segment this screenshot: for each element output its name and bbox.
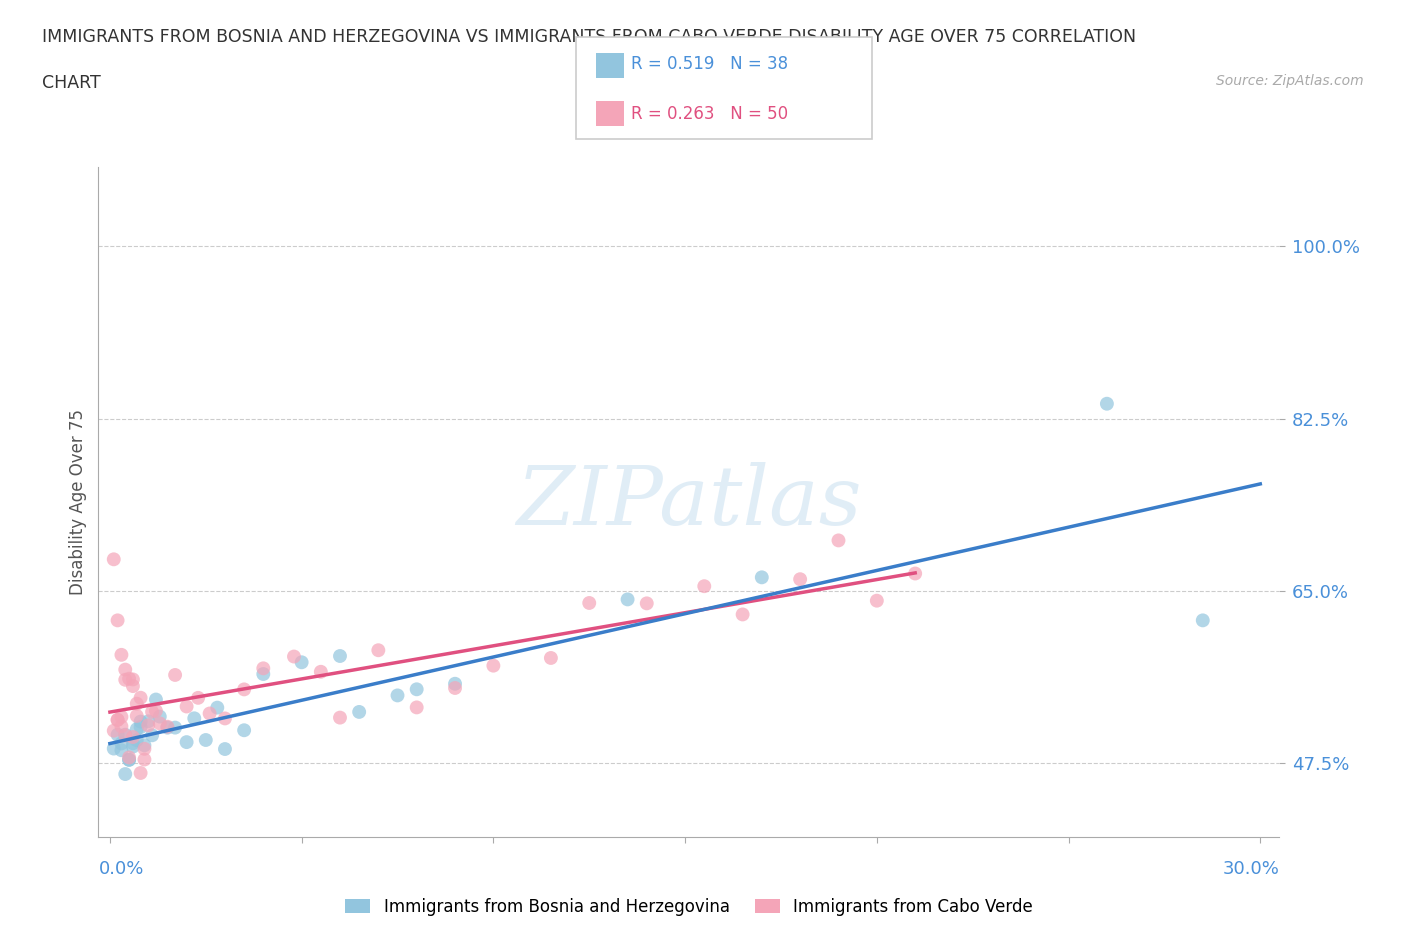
Text: Source: ZipAtlas.com: Source: ZipAtlas.com	[1216, 74, 1364, 88]
Point	[405, 700, 427, 715]
Point	[145, 703, 167, 718]
Point	[1095, 396, 1118, 411]
Text: R = 0.519   N = 38: R = 0.519 N = 38	[631, 55, 789, 73]
Point	[103, 724, 125, 738]
Text: 0.0%: 0.0%	[98, 860, 143, 878]
Point	[114, 672, 136, 687]
Point	[122, 672, 145, 687]
Point	[194, 733, 217, 748]
Point	[103, 741, 125, 756]
Point	[482, 658, 505, 673]
Point	[129, 714, 152, 729]
Point	[405, 682, 427, 697]
Point	[866, 593, 889, 608]
Point	[141, 728, 163, 743]
Point	[114, 766, 136, 781]
Point	[114, 727, 136, 742]
Point	[134, 741, 156, 756]
Point	[187, 690, 209, 705]
Point	[134, 752, 156, 767]
Point	[129, 765, 152, 780]
Point	[616, 592, 638, 607]
Point	[125, 709, 148, 724]
Point	[125, 722, 148, 737]
Legend: Immigrants from Bosnia and Herzegovina, Immigrants from Cabo Verde: Immigrants from Bosnia and Herzegovina, …	[346, 897, 1032, 916]
Text: ZIPatlas: ZIPatlas	[516, 462, 862, 542]
Point	[110, 736, 132, 751]
Point	[129, 720, 152, 735]
Point	[309, 664, 332, 679]
Point	[107, 613, 129, 628]
Text: IMMIGRANTS FROM BOSNIA AND HERZEGOVINA VS IMMIGRANTS FROM CABO VERDE DISABILITY : IMMIGRANTS FROM BOSNIA AND HERZEGOVINA V…	[42, 28, 1136, 46]
Point	[107, 727, 129, 742]
Point	[125, 733, 148, 748]
Point	[367, 643, 389, 658]
Point	[387, 688, 409, 703]
Point	[904, 566, 927, 581]
Point	[751, 570, 773, 585]
Point	[129, 690, 152, 705]
Point	[165, 720, 187, 735]
Point	[444, 676, 467, 691]
Point	[636, 596, 658, 611]
Point	[136, 718, 159, 733]
Point	[540, 650, 562, 665]
Point	[122, 739, 145, 754]
Text: R = 0.263   N = 50: R = 0.263 N = 50	[631, 105, 789, 124]
Point	[114, 728, 136, 743]
Point	[118, 752, 141, 767]
Point	[118, 752, 141, 767]
Point	[107, 712, 129, 727]
Point	[110, 647, 132, 662]
Point	[693, 578, 716, 593]
Point	[145, 692, 167, 707]
Point	[118, 750, 141, 764]
Point	[125, 697, 148, 711]
Point	[110, 710, 132, 724]
Point	[329, 711, 352, 725]
Point	[122, 679, 145, 694]
Point	[444, 681, 467, 696]
Point	[176, 735, 198, 750]
Point	[149, 710, 172, 724]
Point	[149, 716, 172, 731]
Point	[103, 551, 125, 566]
Point	[122, 729, 145, 744]
Point	[110, 719, 132, 734]
Point	[827, 533, 849, 548]
Point	[252, 661, 274, 676]
Point	[136, 714, 159, 729]
Point	[141, 704, 163, 719]
Point	[122, 736, 145, 751]
Point	[165, 668, 187, 683]
Point	[156, 719, 179, 734]
Point	[110, 743, 132, 758]
Point	[207, 700, 229, 715]
Point	[329, 648, 352, 663]
Point	[283, 649, 305, 664]
Point	[233, 723, 256, 737]
Point	[134, 737, 156, 752]
Point	[198, 706, 221, 721]
Point	[214, 711, 236, 726]
Point	[214, 741, 236, 756]
Point	[578, 595, 600, 610]
Point	[291, 655, 314, 670]
Text: CHART: CHART	[42, 74, 101, 92]
Point	[789, 572, 811, 587]
Y-axis label: Disability Age Over 75: Disability Age Over 75	[69, 409, 87, 595]
Point	[107, 712, 129, 727]
Point	[347, 705, 370, 720]
Point	[252, 667, 274, 682]
Point	[118, 671, 141, 686]
Point	[233, 682, 256, 697]
Point	[176, 699, 198, 714]
Point	[156, 720, 179, 735]
Point	[1191, 613, 1213, 628]
Point	[114, 662, 136, 677]
Point	[731, 607, 754, 622]
Text: 30.0%: 30.0%	[1223, 860, 1279, 878]
Point	[183, 711, 205, 725]
